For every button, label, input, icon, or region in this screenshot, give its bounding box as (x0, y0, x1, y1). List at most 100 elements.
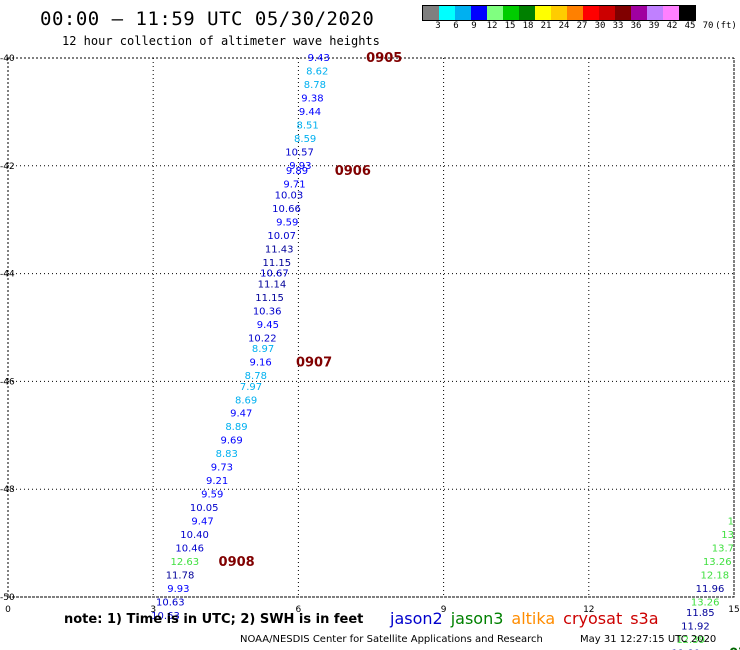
x-tick-label: 6 (296, 605, 302, 615)
wave-height-label: 11.92 (681, 622, 710, 633)
x-tick-label: 12 (583, 605, 594, 615)
color-scale-bar (422, 5, 696, 21)
color-swatch (519, 6, 535, 20)
wave-height-label: 13.26 (691, 597, 720, 608)
units-note: note: 1) Time is in UTC; 2) SWH is in fe… (64, 612, 364, 627)
wave-height-label: 11.85 (686, 608, 715, 619)
wave-height-label: 13 (721, 530, 734, 541)
color-scale-label: 15 (504, 21, 516, 31)
color-swatch (471, 6, 487, 20)
wave-height-label: 10.67 (260, 269, 289, 280)
wave-height-label: 10.07 (267, 231, 296, 242)
color-scale-label: 24 (558, 21, 570, 31)
wave-height-label: 9.89 (286, 166, 308, 177)
legend-entry: s3a (630, 609, 659, 628)
y-tick-label: -46 (0, 377, 15, 387)
pass-time-label: 0905 (366, 51, 402, 66)
color-swatch (455, 6, 471, 20)
wave-height-label: 9.45 (257, 320, 279, 331)
pass-time-label: 0907 (296, 356, 332, 371)
wave-height-label: 9.59 (201, 490, 223, 501)
wave-height-label: 8.51 (296, 120, 318, 131)
legend-entry: jason3 (450, 609, 504, 628)
wave-height-label: 12.18 (701, 570, 730, 581)
wave-height-label: 12.39 (676, 635, 705, 646)
wave-height-label: 10.05 (190, 503, 219, 514)
wave-height-label: 9.44 (299, 107, 321, 118)
wave-height-label: 10.66 (272, 204, 301, 215)
wave-height-label: 11.15 (255, 293, 284, 304)
y-tick-label: -44 (0, 270, 15, 280)
wave-height-label: 9.73 (211, 463, 233, 474)
color-swatch (583, 6, 599, 20)
color-scale-label: 30 (594, 21, 606, 31)
wave-height-label: 8.83 (216, 449, 238, 460)
wave-height-label: 9.43 (308, 53, 330, 64)
credit-line: NOAA/NESDIS Center for Satellite Applica… (240, 634, 543, 645)
pass-time-label: 0718 (729, 647, 740, 650)
wave-height-label: 10.63 (151, 611, 180, 622)
wave-height-label: 8.69 (235, 395, 257, 406)
wave-height-label: 11.43 (265, 244, 294, 255)
wave-height-label: 8.97 (252, 344, 274, 355)
color-scale-labels: 3 6 9 12 15 18 21 24 27 30 33 36 39 42 45 70 (ft) (422, 21, 737, 33)
wave-height-label: 9.93 (289, 161, 311, 172)
color-swatch (567, 6, 583, 20)
wave-height-label: 7.97 (240, 382, 262, 393)
color-scale-label: 33 (612, 21, 624, 31)
wave-height-label: 10.46 (175, 543, 204, 554)
legend-entry: altika (511, 609, 556, 628)
color-swatch (663, 6, 679, 20)
wave-height-label: 12.63 (171, 557, 200, 568)
color-scale-label: 27 (576, 21, 588, 31)
color-swatch (535, 6, 551, 20)
wave-height-label: 8.78 (304, 80, 326, 91)
y-tick-label: -48 (0, 485, 15, 495)
y-tick-label: -50 (0, 593, 15, 603)
wave-height-label: 11.15 (262, 258, 291, 269)
wave-height-label: 9.47 (230, 409, 252, 420)
wave-height-label: 9.59 (276, 217, 298, 228)
wave-height-label: 10.36 (253, 306, 282, 317)
wave-height-label: 9.21 (206, 476, 228, 487)
color-scale-label: 45 (684, 21, 696, 31)
wave-height-label: 11.78 (166, 570, 195, 581)
wave-height-label: 10.63 (156, 597, 185, 608)
wave-height-label: 11.80 (671, 649, 700, 650)
color-swatch (439, 6, 455, 20)
y-tick-label: -42 (0, 162, 15, 172)
color-swatch (615, 6, 631, 20)
color-scale-label: 12 (486, 21, 498, 31)
wave-height-label: 10.03 (275, 190, 304, 201)
wave-height-label: 8.89 (225, 422, 247, 433)
wave-height-label: 8.62 (306, 66, 328, 77)
wave-height-label: 8.59 (294, 134, 316, 145)
color-swatch (679, 6, 695, 20)
x-tick-label: 15 (728, 605, 739, 615)
color-scale-label: 39 (648, 21, 660, 31)
wave-height-label: 8.78 (245, 371, 267, 382)
x-tick-label: 9 (441, 605, 447, 615)
color-swatch (423, 6, 439, 20)
y-tick-label: -40 (0, 54, 15, 64)
color-swatch (503, 6, 519, 20)
wave-height-label: 9.93 (167, 584, 189, 595)
timestamp: May 31 12:27:15 UTC 2020 (580, 634, 717, 645)
color-scale-label: 18 (522, 21, 534, 31)
wave-height-label: 10.40 (180, 530, 209, 541)
wave-height-label: 9.69 (220, 436, 242, 447)
wave-height-label: 11.14 (258, 279, 287, 290)
pass-time-label: 0906 (335, 164, 371, 179)
satellite-legend: jason2 jason3 altika cryosat s3a (390, 609, 659, 628)
wave-height-label: 13.26 (703, 557, 732, 568)
x-tick-label: 0 (5, 605, 11, 615)
color-scale-label: (ft) (715, 21, 737, 31)
wave-height-label: 9.38 (301, 93, 323, 104)
color-swatch (599, 6, 615, 20)
color-scale-label: 36 (630, 21, 642, 31)
map-frame (7, 57, 735, 598)
color-swatch (551, 6, 567, 20)
wave-height-label: 10.22 (248, 333, 277, 344)
wave-height-label: 1 (728, 517, 734, 528)
x-tick-label: 3 (150, 605, 156, 615)
